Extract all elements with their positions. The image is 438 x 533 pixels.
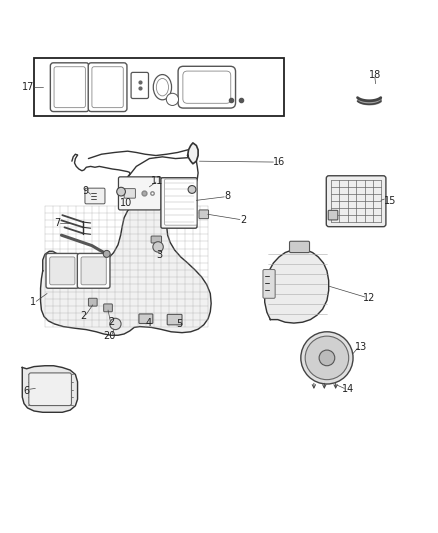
Text: 7: 7 bbox=[54, 218, 60, 228]
FancyBboxPatch shape bbox=[85, 188, 105, 204]
FancyBboxPatch shape bbox=[263, 270, 275, 298]
Text: 9: 9 bbox=[82, 186, 88, 196]
FancyBboxPatch shape bbox=[183, 71, 231, 103]
Text: 12: 12 bbox=[363, 293, 375, 303]
FancyBboxPatch shape bbox=[161, 177, 197, 228]
FancyBboxPatch shape bbox=[118, 177, 161, 210]
FancyBboxPatch shape bbox=[49, 257, 75, 285]
Circle shape bbox=[305, 336, 349, 379]
Circle shape bbox=[166, 93, 179, 106]
FancyBboxPatch shape bbox=[139, 314, 153, 324]
Text: 2: 2 bbox=[80, 311, 86, 321]
Polygon shape bbox=[22, 366, 78, 413]
Text: 13: 13 bbox=[355, 342, 367, 352]
Polygon shape bbox=[41, 201, 211, 335]
Text: 14: 14 bbox=[342, 384, 354, 394]
Ellipse shape bbox=[153, 75, 172, 100]
FancyBboxPatch shape bbox=[29, 373, 71, 406]
Text: 3: 3 bbox=[156, 250, 162, 260]
Text: 1: 1 bbox=[30, 297, 36, 307]
FancyBboxPatch shape bbox=[178, 66, 236, 108]
Text: 10: 10 bbox=[120, 198, 132, 208]
Text: 2: 2 bbox=[108, 317, 114, 327]
Text: 4: 4 bbox=[145, 318, 152, 328]
Text: 11: 11 bbox=[151, 176, 163, 186]
FancyBboxPatch shape bbox=[124, 189, 135, 198]
Text: 15: 15 bbox=[385, 196, 397, 206]
FancyBboxPatch shape bbox=[167, 314, 182, 325]
Text: 2: 2 bbox=[240, 215, 247, 225]
FancyBboxPatch shape bbox=[290, 241, 310, 253]
Text: 18: 18 bbox=[369, 70, 381, 80]
Circle shape bbox=[110, 318, 121, 329]
Text: 8: 8 bbox=[225, 191, 231, 201]
FancyBboxPatch shape bbox=[131, 72, 148, 99]
Circle shape bbox=[103, 251, 110, 257]
Bar bbox=[34, 58, 284, 116]
FancyBboxPatch shape bbox=[328, 211, 338, 220]
FancyBboxPatch shape bbox=[88, 63, 127, 111]
FancyBboxPatch shape bbox=[78, 254, 110, 288]
Text: 20: 20 bbox=[103, 331, 116, 341]
Ellipse shape bbox=[156, 78, 169, 96]
Circle shape bbox=[301, 332, 353, 384]
FancyBboxPatch shape bbox=[81, 257, 106, 285]
Text: 5: 5 bbox=[176, 319, 182, 329]
FancyBboxPatch shape bbox=[92, 67, 123, 108]
Circle shape bbox=[188, 185, 196, 193]
FancyBboxPatch shape bbox=[326, 176, 386, 227]
FancyBboxPatch shape bbox=[165, 179, 197, 225]
Polygon shape bbox=[265, 249, 328, 323]
Polygon shape bbox=[187, 143, 198, 164]
Circle shape bbox=[117, 187, 125, 196]
Text: 6: 6 bbox=[23, 385, 29, 395]
FancyBboxPatch shape bbox=[151, 236, 162, 243]
Circle shape bbox=[153, 241, 163, 252]
FancyBboxPatch shape bbox=[88, 298, 97, 306]
Circle shape bbox=[319, 350, 335, 366]
FancyBboxPatch shape bbox=[104, 304, 113, 312]
Text: 16: 16 bbox=[273, 157, 285, 167]
FancyBboxPatch shape bbox=[54, 67, 85, 108]
FancyBboxPatch shape bbox=[50, 63, 89, 111]
FancyBboxPatch shape bbox=[199, 210, 208, 219]
FancyBboxPatch shape bbox=[46, 254, 79, 288]
Text: 17: 17 bbox=[22, 82, 35, 92]
